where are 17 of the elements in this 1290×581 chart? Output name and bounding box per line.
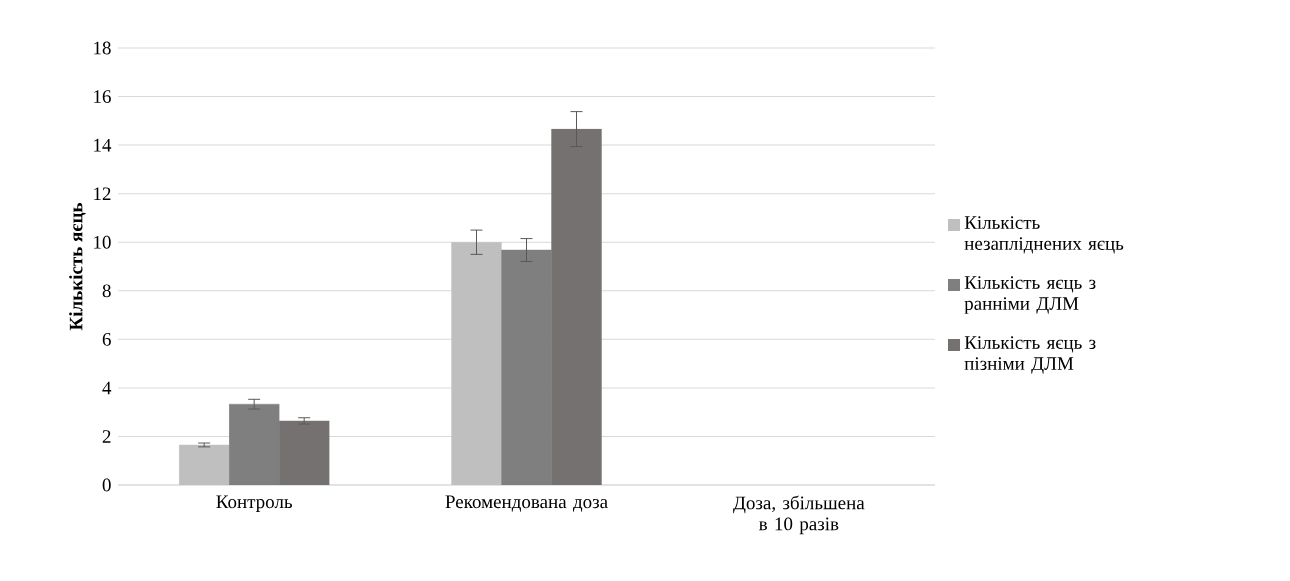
x-tick-label: Контроль bbox=[216, 495, 293, 513]
y-tick-label: 12 bbox=[94, 187, 111, 200]
y-tick-label: 2 bbox=[102, 430, 111, 443]
x-tick-label: Рекомендована доза bbox=[445, 495, 608, 512]
y-tick-label: 18 bbox=[94, 41, 111, 55]
y-tick-label: 10 bbox=[94, 235, 111, 249]
legend-label: Кількість яєць з ранніми ДЛМ bbox=[964, 276, 1096, 314]
y-tick-label: 4 bbox=[102, 381, 112, 395]
y-tick-label: 8 bbox=[102, 284, 111, 298]
y-axis-title: Кількість яєць bbox=[69, 202, 86, 331]
y-tick-label: 6 bbox=[102, 332, 111, 346]
legend-label: Кількість незапліднених яєць bbox=[964, 216, 1124, 254]
x-tick-label: Доза, збільшена в 10 разів bbox=[733, 495, 865, 535]
legend-label: Кількість яєць з пізніми ДЛМ bbox=[964, 336, 1096, 374]
y-tick-label: 14 bbox=[94, 138, 112, 152]
y-tick-label: 16 bbox=[94, 90, 111, 103]
y-tick-label: 0 bbox=[102, 478, 111, 492]
